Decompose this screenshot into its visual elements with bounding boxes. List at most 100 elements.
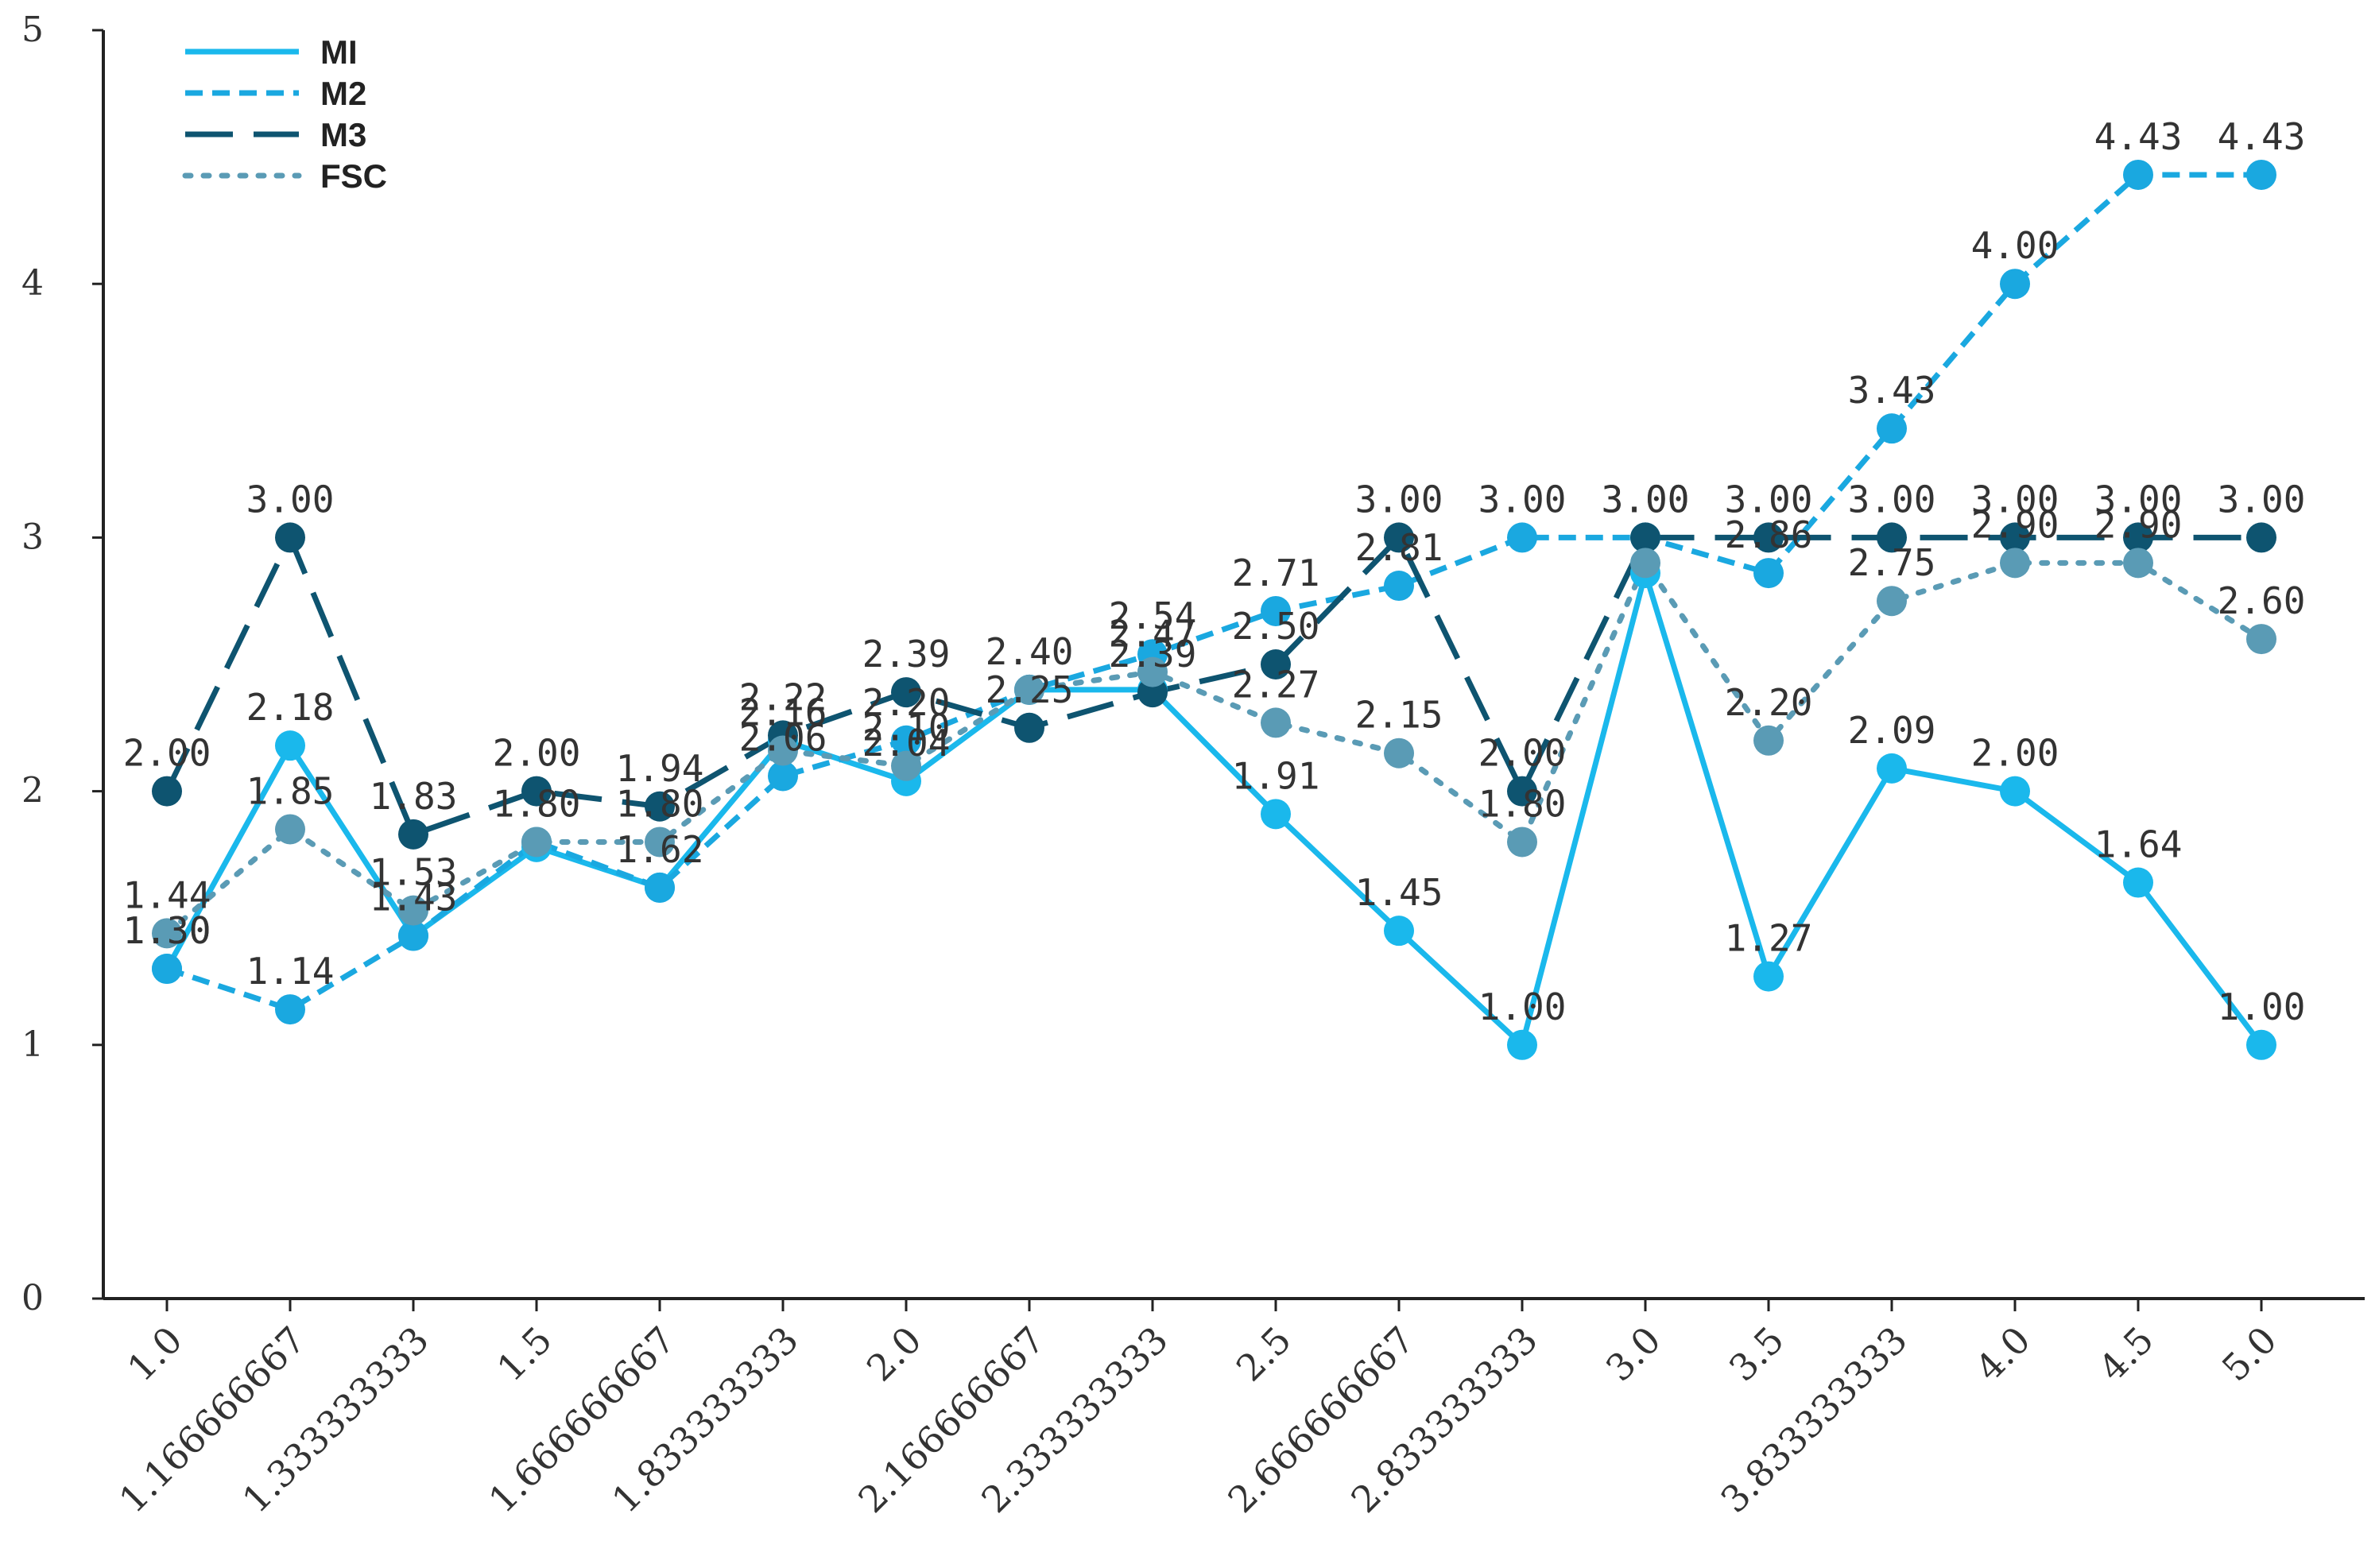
data-point-m2 (645, 872, 675, 903)
series-line-mi (164, 570, 2264, 1048)
data-point-fsc (1507, 827, 1537, 858)
data-point-mi (1384, 916, 1414, 947)
data-label-mi: 1.45 (1355, 871, 1443, 914)
data-point-m2 (2246, 159, 2276, 190)
x-tick-label: 1.0 (119, 1318, 191, 1390)
data-label-fsc: 1.80 (616, 782, 704, 825)
data-point-mi (1753, 961, 1784, 992)
legend-label-m2: M2 (320, 75, 366, 112)
data-label-m2: 3.00 (1478, 478, 1567, 521)
data-label-mi: 1.62 (616, 828, 704, 871)
data-label-mi: 2.04 (862, 722, 951, 765)
data-point-m2 (2123, 159, 2153, 190)
data-label-fsc: 2.16 (739, 691, 827, 734)
data-label-m2: 4.43 (2094, 115, 2183, 158)
data-point-m2 (1753, 558, 1784, 589)
data-point-mi (2000, 776, 2030, 807)
data-point-m2 (1384, 571, 1414, 602)
data-point-mi (1261, 799, 1291, 830)
data-point-m3 (1753, 522, 1784, 553)
data-label-m3: 1.83 (370, 775, 458, 818)
data-point-fsc (521, 827, 552, 858)
data-label-m3: 2.39 (862, 633, 951, 676)
x-tick-label: 5.0 (2214, 1318, 2285, 1390)
data-label-fsc: 1.44 (123, 873, 211, 916)
data-point-fsc (891, 750, 921, 781)
data-label-m3: 3.00 (1602, 478, 1690, 521)
data-point-mi (1507, 1029, 1537, 1060)
data-label-m2: 2.20 (862, 681, 951, 724)
series-line-m2 (165, 172, 2261, 1012)
data-point-m3 (1384, 522, 1414, 553)
data-label-mi: 1.27 (1725, 917, 1813, 960)
data-label-m3: 3.00 (1971, 478, 2059, 521)
data-point-fsc (1384, 738, 1414, 769)
data-point-fsc (2000, 548, 2030, 579)
data-point-m2 (398, 920, 428, 951)
data-point-fsc (768, 735, 798, 766)
data-label-fsc: 2.90 (2094, 503, 2183, 546)
data-point-m3 (645, 791, 675, 822)
data-label-m3: 2.39 (1109, 633, 1197, 676)
data-label-fsc: 2.47 (1109, 613, 1197, 656)
data-label-mi: 2.00 (1971, 732, 2059, 775)
data-label-fsc: 1.85 (246, 769, 335, 812)
data-point-fsc (1014, 674, 1044, 705)
data-point-m2 (891, 725, 921, 756)
data-label-m3: 3.00 (1725, 478, 1813, 521)
data-label-m3: 2.25 (986, 668, 1074, 711)
series-line-m3 (164, 534, 2261, 838)
data-label-m2: 1.30 (123, 909, 211, 952)
data-point-mi (2246, 1029, 2276, 1060)
data-label-mi: 1.30 (123, 909, 211, 952)
legend-label-m3: M3 (320, 116, 366, 153)
data-label-fsc: 1.53 (370, 851, 458, 894)
legend-label-mi: MI (320, 33, 358, 71)
x-tick-label: 3.5 (1721, 1318, 1792, 1390)
data-label-m2: 2.81 (1355, 526, 1443, 569)
y-tick-label: 2 (21, 771, 44, 811)
data-label-fsc: 2.27 (1232, 663, 1320, 706)
data-point-m2 (768, 761, 798, 792)
data-label-m2: 3.43 (1848, 369, 1936, 412)
data-point-fsc (645, 827, 675, 858)
data-label-fsc: 2.10 (862, 707, 951, 749)
data-point-fsc (398, 895, 428, 926)
data-point-m3 (2123, 522, 2153, 553)
data-point-fsc (2123, 548, 2153, 579)
data-point-m3 (398, 819, 428, 850)
data-label-m3: 1.94 (616, 747, 704, 790)
data-label-mi: 1.64 (2094, 823, 2183, 866)
data-label-fsc: 2.15 (1355, 694, 1443, 737)
data-label-m2: 2.71 (1232, 552, 1320, 594)
data-label-m3: 3.00 (246, 478, 335, 521)
data-label-m3: 2.22 (739, 676, 827, 718)
y-tick-label: 5 (21, 10, 44, 50)
data-label-m2: 1.80 (493, 782, 581, 825)
data-point-fsc (1877, 586, 1907, 617)
data-point-m3 (275, 522, 305, 553)
data-point-fsc (275, 814, 305, 845)
data-point-fsc (1261, 707, 1291, 738)
data-label-m2: 1.14 (246, 950, 335, 993)
legend-label-fsc: FSC (320, 157, 387, 195)
y-tick-label: 4 (21, 263, 44, 304)
data-label-fsc: 2.75 (1848, 541, 1936, 584)
series-lines (164, 172, 2265, 1048)
data-label-m3: 3.00 (1848, 478, 1936, 521)
data-label-fsc: 2.60 (2218, 579, 2306, 622)
series-points (152, 159, 2276, 1060)
data-label-fsc: 2.90 (1971, 503, 2059, 546)
data-label-m2: 3.00 (1602, 478, 1690, 521)
data-point-m3 (1877, 522, 1907, 553)
data-label-m3: 3.00 (2218, 478, 2306, 521)
data-labels: 1.30 2.18 1.43 1.62 2.04 2.40 1.91 1.45 1.00 1.27… (123, 115, 2306, 1028)
x-tick-label: 4.5 (2090, 1318, 2162, 1390)
x-tick-label: 1.5 (489, 1318, 560, 1390)
data-label-m3: 2.00 (493, 732, 581, 775)
data-label-m2: 2.06 (739, 716, 827, 759)
data-label-mi: 2.09 (1848, 709, 1936, 752)
data-label-mi: 1.00 (1478, 985, 1567, 1028)
data-label-fsc: 2.20 (1725, 681, 1813, 724)
